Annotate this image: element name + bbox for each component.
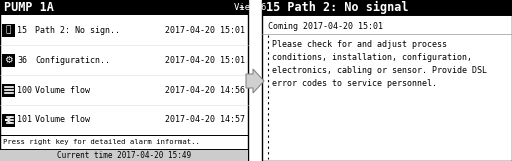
Bar: [2, 24, 15, 37]
Text: ⚙: ⚙: [4, 55, 13, 65]
Text: 15: 15: [17, 25, 27, 34]
Text: Volume flow: Volume flow: [35, 115, 90, 124]
Bar: [2, 53, 15, 66]
Bar: [262, 0, 512, 15]
Text: 2017-04-20 14:56: 2017-04-20 14:56: [165, 85, 245, 95]
Bar: [2, 84, 15, 96]
Text: ◄►: ◄►: [239, 5, 245, 10]
Text: 🔧: 🔧: [6, 25, 11, 34]
Text: 2017-04-20 14:57: 2017-04-20 14:57: [165, 115, 245, 124]
Text: conditions, installation, configuration,: conditions, installation, configuration,: [272, 52, 472, 62]
Text: Current time 2017-04-20 15:49: Current time 2017-04-20 15:49: [57, 151, 191, 160]
Bar: [0, 149, 248, 161]
Bar: [2, 114, 15, 127]
Bar: [0, 0, 248, 161]
Polygon shape: [246, 69, 264, 93]
Text: Press right key for detailed alarm informat..: Press right key for detailed alarm infor…: [3, 139, 200, 145]
Text: 36: 36: [17, 56, 27, 65]
Text: Volume flow: Volume flow: [35, 85, 90, 95]
Text: electronics, cabling or sensor. Provide DSL: electronics, cabling or sensor. Provide …: [272, 66, 487, 75]
Text: View 6: View 6: [234, 3, 266, 12]
Text: Configuraticn..: Configuraticn..: [35, 56, 110, 65]
Text: 2017-04-20 15:01: 2017-04-20 15:01: [165, 56, 245, 65]
Bar: [262, 0, 512, 161]
Text: PUMP 1A: PUMP 1A: [4, 1, 54, 14]
Text: Please check for and adjust process: Please check for and adjust process: [272, 39, 447, 48]
Text: 100: 100: [17, 85, 32, 95]
Text: error codes to service personnel.: error codes to service personnel.: [272, 79, 437, 87]
Bar: [0, 0, 248, 15]
Text: Path 2: No sign..: Path 2: No sign..: [35, 25, 120, 34]
Text: Coming 2017-04-20 15:01: Coming 2017-04-20 15:01: [268, 22, 383, 30]
Text: 15 Path 2: No signal: 15 Path 2: No signal: [266, 1, 409, 14]
Text: 101: 101: [17, 115, 32, 124]
Text: 2017-04-20 15:01: 2017-04-20 15:01: [165, 25, 245, 34]
